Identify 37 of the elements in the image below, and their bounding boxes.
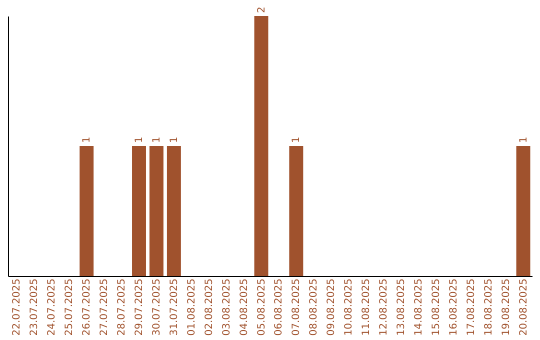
x-tick-label: 17.08.2025 bbox=[466, 278, 477, 336]
data-label: 1 bbox=[82, 136, 93, 143]
x-tick-label: 11.08.2025 bbox=[361, 278, 372, 336]
x-tick-label: 27.07.2025 bbox=[99, 278, 110, 336]
x-tick-label: 14.08.2025 bbox=[413, 278, 424, 336]
x-tick-label: 04.08.2025 bbox=[238, 278, 250, 336]
x-tick-label: 09.08.2025 bbox=[326, 278, 338, 336]
x-tick-label: 08.08.2025 bbox=[308, 278, 320, 336]
x-tick-label: 28.07.2025 bbox=[116, 278, 128, 336]
x-tick-label: 10.08.2025 bbox=[344, 278, 355, 336]
data-label: 1 bbox=[291, 136, 302, 143]
x-tick-label: 13.08.2025 bbox=[396, 278, 407, 336]
x-tick-label: 05.08.2025 bbox=[256, 278, 268, 336]
x-tick-label: 16.08.2025 bbox=[448, 278, 460, 336]
x-tick-label: 06.08.2025 bbox=[274, 278, 285, 336]
x-tick-label: 18.08.2025 bbox=[483, 278, 494, 336]
x-tick-label: 19.08.2025 bbox=[500, 278, 512, 336]
x-tick-label: 02.08.2025 bbox=[204, 278, 215, 336]
x-tick-label: 01.08.2025 bbox=[186, 278, 198, 336]
x-tick-label: 25.07.2025 bbox=[64, 278, 76, 336]
data-label: 1 bbox=[151, 136, 162, 143]
data-label: 1 bbox=[168, 136, 180, 143]
x-tick-label: 03.08.2025 bbox=[221, 278, 232, 336]
x-tick-label: 15.08.2025 bbox=[430, 278, 442, 336]
x-tick-label: 26.07.2025 bbox=[82, 278, 93, 336]
data-label: 1 bbox=[518, 136, 530, 143]
x-tick-label: 30.07.2025 bbox=[151, 278, 162, 336]
x-tick-label: 22.07.2025 bbox=[12, 278, 23, 336]
x-tick-label: 29.07.2025 bbox=[134, 278, 145, 336]
data-label: 2 bbox=[256, 6, 268, 13]
data-label: 1 bbox=[134, 136, 145, 143]
x-tick-label: 31.07.2025 bbox=[168, 278, 180, 336]
x-tick-label: 23.07.2025 bbox=[29, 278, 40, 336]
x-tick-label: 24.07.2025 bbox=[46, 278, 58, 336]
x-tick-label: 12.08.2025 bbox=[378, 278, 390, 336]
x-tick-label: 20.08.2025 bbox=[518, 278, 530, 336]
x-tick-label: 07.08.2025 bbox=[291, 278, 302, 336]
